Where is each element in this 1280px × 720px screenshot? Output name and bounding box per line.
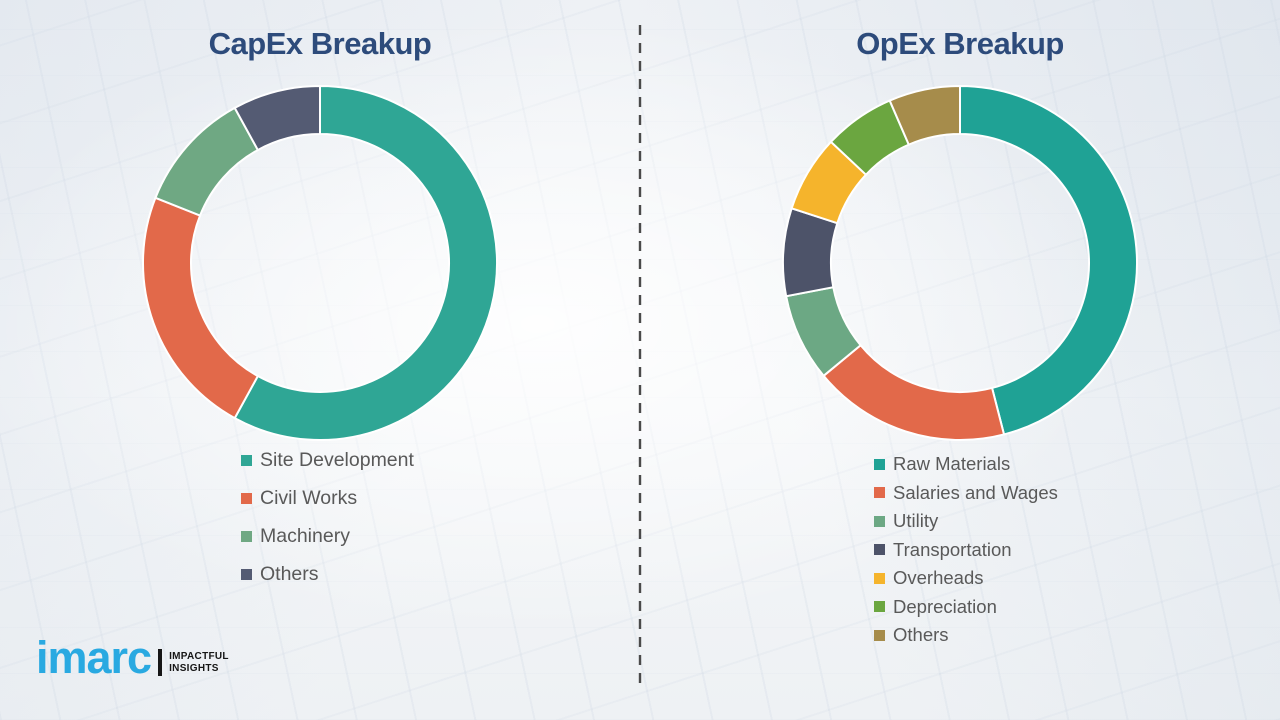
- divider-dashed-line: [638, 25, 642, 690]
- capex-donut-chart: [142, 84, 498, 441]
- legend-label: Site Development: [260, 449, 414, 471]
- legend-swatch: [874, 515, 885, 527]
- logo-wordmark: imarc: [36, 632, 152, 683]
- legend-item: Site Development: [241, 449, 414, 472]
- legend-swatch: [241, 455, 252, 466]
- donut-segment-site-development: [233, 84, 498, 441]
- legend-item: Civil Works: [241, 487, 414, 510]
- donut-segment-civil-works: [142, 196, 260, 420]
- donut-segment-raw-materials: [959, 84, 1138, 436]
- legend-label: Depreciation: [893, 595, 997, 617]
- opex-legend: Raw Materials Salaries and Wages Utility Tr…: [874, 453, 1058, 653]
- capex-legend: Site Development Civil Works Machinery Othe…: [241, 449, 414, 601]
- legend-label: Utility: [893, 510, 939, 531]
- donut-segment-salaries-and-wages: [822, 343, 1006, 441]
- legend-swatch: [874, 572, 885, 584]
- opex-donut-chart: [782, 84, 1138, 441]
- legend-swatch: [874, 487, 885, 498]
- logo-tagline-line1: IMPACTFUL: [169, 650, 229, 662]
- donut-segment-others: [888, 84, 961, 146]
- imarc-logo: imarc IMPACTFUL INSIGHTS: [36, 632, 229, 683]
- legend-item: Utility: [874, 510, 1058, 532]
- capex-chart-title: CapEx Breakup: [208, 26, 432, 61]
- legend-label: Others: [893, 624, 949, 645]
- logo-tagline-line2: INSIGHTS: [169, 663, 219, 675]
- donut-segment-others: [233, 84, 321, 152]
- legend-label: Others: [260, 563, 319, 585]
- legend-label: Civil Works: [260, 487, 358, 509]
- legend-swatch: [241, 569, 252, 580]
- legend-item: Others: [874, 624, 1058, 646]
- legend-label: Raw Materials: [893, 453, 1011, 474]
- opex-chart-title: OpEx Breakup: [856, 26, 1064, 61]
- legend-swatch: [874, 601, 885, 612]
- legend-swatch: [874, 458, 885, 470]
- legend-swatch: [241, 493, 252, 504]
- legend-swatch: [241, 531, 252, 542]
- legend-label: Machinery: [260, 525, 350, 547]
- legend-swatch: [874, 629, 885, 641]
- legend-item: Raw Materials: [874, 453, 1058, 475]
- legend-item: Transportation: [874, 539, 1058, 561]
- logo-tagline: IMPACTFUL INSIGHTS: [169, 651, 229, 676]
- legend-item: Depreciation: [874, 596, 1058, 618]
- legend-label: Salaries and Wages: [893, 481, 1058, 503]
- legend-item: Others: [241, 563, 414, 586]
- legend-swatch: [874, 544, 885, 555]
- legend-label: Transportation: [893, 538, 1012, 560]
- legend-label: Overheads: [893, 567, 984, 588]
- logo-divider-bar: [158, 648, 163, 676]
- legend-item: Salaries and Wages: [874, 482, 1058, 504]
- legend-item: Machinery: [241, 525, 414, 548]
- legend-item: Overheads: [874, 567, 1058, 589]
